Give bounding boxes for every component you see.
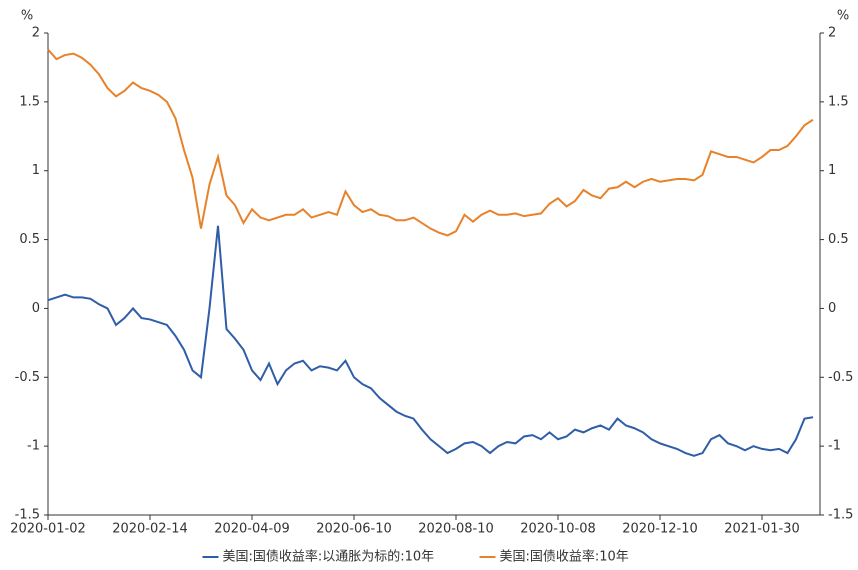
y2-tick-label: 2	[828, 26, 836, 41]
legend-label: 美国:国债收益率:以通胀为标的:10年	[223, 549, 435, 565]
y2-tick-label: -1.5	[828, 508, 853, 523]
y2-tick-label: 0.5	[828, 232, 849, 247]
y2-tick-label: 1.5	[828, 94, 849, 109]
x-tick-label: 2020-10-08	[520, 522, 596, 537]
y2-axis-unit: %	[837, 9, 849, 24]
x-tick-label: 2020-02-14	[112, 522, 188, 537]
x-tick-label: 2020-12-10	[622, 522, 698, 537]
legend-label: 美国:国债收益率:10年	[500, 549, 629, 565]
x-tick-label: 2020-08-10	[418, 522, 494, 537]
series-line	[47, 225, 814, 457]
series-line	[47, 48, 814, 237]
y-tick-label: -0.5	[15, 370, 40, 385]
y2-tick-label: -1	[828, 439, 841, 454]
y2-tick-label: -0.5	[828, 370, 853, 385]
y-tick-label: 1	[32, 163, 40, 178]
x-tick-label: 2020-04-09	[214, 522, 290, 537]
y2-tick-label: 0	[828, 301, 836, 316]
x-tick-label: 2020-01-02	[10, 522, 86, 537]
y-tick-label: 0.5	[19, 232, 40, 247]
y-axis-unit: %	[21, 9, 33, 24]
y-tick-label: 1.5	[19, 94, 40, 109]
y-tick-label: 2	[32, 26, 40, 41]
y-tick-label: -1.5	[15, 508, 40, 523]
x-tick-label: 2020-06-10	[316, 522, 392, 537]
y2-tick-label: 1	[828, 163, 836, 178]
y-tick-label: -1	[27, 439, 40, 454]
y-tick-label: 0	[32, 301, 40, 316]
x-tick-label: 2021-01-30	[724, 522, 800, 537]
